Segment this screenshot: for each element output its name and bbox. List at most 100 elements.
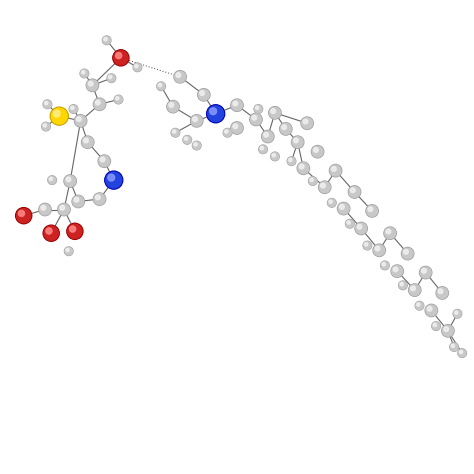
Circle shape xyxy=(319,181,331,193)
Circle shape xyxy=(330,165,341,176)
Circle shape xyxy=(262,130,274,143)
Circle shape xyxy=(208,106,224,122)
Circle shape xyxy=(94,99,105,109)
Circle shape xyxy=(200,91,204,95)
Circle shape xyxy=(455,311,458,314)
Circle shape xyxy=(363,241,372,250)
Circle shape xyxy=(337,202,350,215)
Circle shape xyxy=(231,99,243,111)
Circle shape xyxy=(331,166,336,171)
Circle shape xyxy=(425,304,438,317)
Circle shape xyxy=(346,220,354,228)
Circle shape xyxy=(292,136,304,148)
Circle shape xyxy=(168,101,178,112)
Circle shape xyxy=(349,187,360,197)
Circle shape xyxy=(192,117,197,121)
Circle shape xyxy=(59,204,69,215)
Circle shape xyxy=(385,228,395,238)
Circle shape xyxy=(281,124,291,134)
Circle shape xyxy=(450,343,458,351)
Circle shape xyxy=(259,145,267,154)
Circle shape xyxy=(72,195,84,208)
Circle shape xyxy=(233,101,237,106)
Circle shape xyxy=(386,229,391,234)
Circle shape xyxy=(373,244,385,256)
Circle shape xyxy=(48,176,56,184)
Circle shape xyxy=(135,64,138,68)
Circle shape xyxy=(67,223,83,239)
Circle shape xyxy=(81,70,88,77)
Circle shape xyxy=(310,178,313,182)
Circle shape xyxy=(48,176,56,184)
Circle shape xyxy=(391,265,403,277)
Circle shape xyxy=(199,90,209,100)
Circle shape xyxy=(320,183,325,188)
Circle shape xyxy=(252,115,256,120)
Circle shape xyxy=(66,248,69,252)
Circle shape xyxy=(347,221,350,224)
Circle shape xyxy=(271,152,279,161)
Circle shape xyxy=(42,123,50,130)
Circle shape xyxy=(303,119,308,124)
Circle shape xyxy=(46,228,52,234)
Circle shape xyxy=(106,172,122,188)
Circle shape xyxy=(368,207,373,211)
Circle shape xyxy=(292,137,303,147)
Circle shape xyxy=(191,116,202,126)
Circle shape xyxy=(356,223,366,234)
Circle shape xyxy=(80,69,89,78)
Circle shape xyxy=(68,224,82,238)
Circle shape xyxy=(384,227,396,239)
Circle shape xyxy=(289,158,292,162)
Circle shape xyxy=(410,286,415,291)
Circle shape xyxy=(312,146,323,157)
Circle shape xyxy=(381,262,389,269)
Circle shape xyxy=(272,154,275,157)
Circle shape xyxy=(432,322,440,330)
Circle shape xyxy=(82,136,94,148)
Circle shape xyxy=(184,137,188,140)
Circle shape xyxy=(231,122,243,134)
Circle shape xyxy=(39,203,51,216)
Circle shape xyxy=(173,130,176,133)
Circle shape xyxy=(416,302,423,310)
Circle shape xyxy=(58,203,70,216)
Circle shape xyxy=(134,64,141,71)
Circle shape xyxy=(40,204,50,215)
Circle shape xyxy=(43,100,52,109)
Circle shape xyxy=(453,310,462,318)
Circle shape xyxy=(381,261,389,270)
Circle shape xyxy=(382,263,385,266)
Circle shape xyxy=(74,197,79,202)
Circle shape xyxy=(114,51,128,65)
Circle shape xyxy=(44,226,58,240)
Circle shape xyxy=(402,248,413,259)
Circle shape xyxy=(421,268,426,273)
Circle shape xyxy=(338,203,349,214)
Circle shape xyxy=(74,115,87,127)
Circle shape xyxy=(43,124,46,127)
Circle shape xyxy=(64,175,76,187)
Circle shape xyxy=(264,132,268,137)
Circle shape xyxy=(375,246,380,251)
Circle shape xyxy=(174,71,186,83)
Circle shape xyxy=(194,143,197,146)
Circle shape xyxy=(365,243,368,246)
Circle shape xyxy=(158,83,162,87)
Circle shape xyxy=(415,301,424,310)
Circle shape xyxy=(437,288,447,298)
Circle shape xyxy=(410,285,420,295)
Circle shape xyxy=(357,224,362,229)
Circle shape xyxy=(225,130,228,133)
Circle shape xyxy=(18,210,25,217)
Circle shape xyxy=(98,155,110,167)
Circle shape xyxy=(328,199,336,207)
Circle shape xyxy=(328,199,336,207)
Circle shape xyxy=(259,146,267,153)
Circle shape xyxy=(263,131,273,142)
Circle shape xyxy=(169,102,173,107)
Circle shape xyxy=(313,147,318,152)
Circle shape xyxy=(426,305,437,316)
Circle shape xyxy=(443,326,453,336)
Circle shape xyxy=(192,141,201,150)
